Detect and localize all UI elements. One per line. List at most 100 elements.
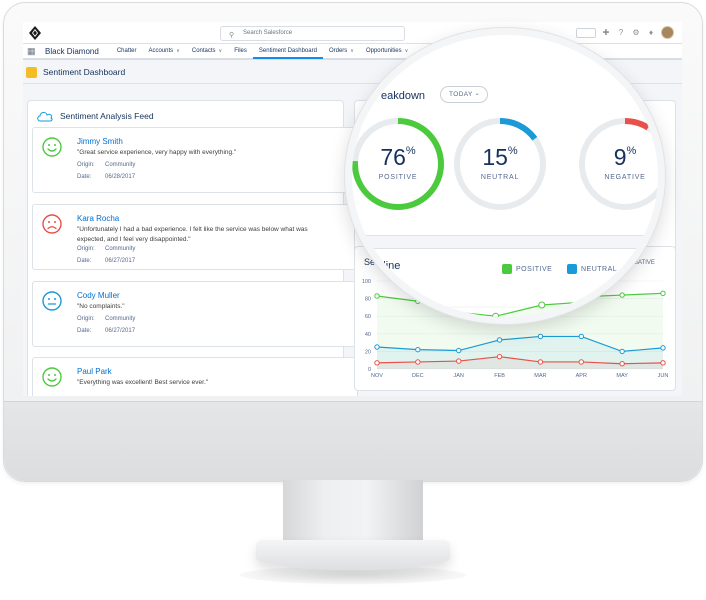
data-point[interactable] <box>456 358 462 364</box>
feed-item-quote: "Unfortunately I had a bad experience. I… <box>77 226 308 243</box>
gauge-unit: % <box>405 145 416 157</box>
feed-item[interactable]: Paul Park "Everything was excellent! Best… <box>32 357 358 396</box>
legend-item-negative: NEGATIVE <box>625 260 655 266</box>
nav-tab[interactable]: Contacts ∨ <box>186 43 228 59</box>
data-point[interactable] <box>660 345 666 351</box>
data-point[interactable] <box>496 337 503 343</box>
data-point[interactable] <box>374 360 380 366</box>
data-point[interactable] <box>374 293 380 299</box>
legend-item-positive: POSITIVE <box>502 264 552 274</box>
magnifier-lens: eakdown TODAY ⌄ 76% POSITIVE 15% NEUTRAL 9% N… <box>345 28 665 324</box>
help-icon[interactable]: ? <box>618 27 624 37</box>
nav-tab[interactable]: Files <box>228 43 253 59</box>
gauge-number: 9 <box>613 144 627 170</box>
legend-neutral-swatch <box>567 264 577 274</box>
feed-item-name[interactable]: Jimmy Smith <box>77 137 123 146</box>
positive-face-icon <box>42 367 62 387</box>
data-point[interactable] <box>630 295 638 303</box>
feed-item[interactable]: Cody Muller "No complaints." Origin: Commun… <box>32 281 358 347</box>
nav-tab[interactable]: Orders ∨ <box>323 43 360 59</box>
feed-item[interactable]: Jimmy Smith "Great service experience, ve… <box>32 127 358 193</box>
nav-tab[interactable]: Accounts ∨ <box>143 43 186 59</box>
chevron-down-icon[interactable]: ∨ <box>218 48 223 54</box>
feed-item[interactable]: Kara Rocha "Unfortunately I had a bad exp… <box>32 204 358 270</box>
chevron-down-icon[interactable]: ∨ <box>404 48 409 54</box>
date-label: Date: <box>77 258 92 264</box>
y-tick-label: 100 <box>362 279 371 285</box>
timeline-title: Se <box>364 257 376 267</box>
data-point[interactable] <box>496 353 503 360</box>
search-placeholder: Search Salesforce <box>243 30 293 36</box>
nav-tab[interactable]: Sentiment Dashboard <box>252 43 323 59</box>
gauge-number: 15 <box>482 144 508 170</box>
series-line-negative <box>376 356 664 365</box>
data-point[interactable] <box>537 359 544 365</box>
favorites-icon[interactable] <box>576 27 596 38</box>
timeline-title-magnified: meline <box>368 260 401 272</box>
data-point[interactable] <box>445 307 453 315</box>
feed-item-origin: Origin: Community <box>77 316 135 322</box>
data-point[interactable] <box>619 348 625 355</box>
x-tick-label: MAY <box>616 373 628 379</box>
avatar[interactable] <box>661 26 674 39</box>
legend-positive-swatch <box>502 264 512 274</box>
gauge-fill <box>352 118 444 210</box>
add-icon[interactable]: ✚ <box>602 27 610 37</box>
gauge-label: POSITIVE <box>378 174 418 181</box>
page-title: Sentiment Dashboard <box>43 67 126 77</box>
data-point[interactable] <box>353 296 361 304</box>
nav-tab[interactable]: Opportunities ∨ <box>360 43 414 59</box>
breakdown-title: eakdown <box>381 90 426 102</box>
date-value: 06/27/2017 <box>105 328 136 334</box>
feed-item-date: Date: 06/27/2017 <box>77 258 135 264</box>
data-point[interactable] <box>660 360 666 366</box>
gear-icon[interactable]: ⚙ <box>632 27 640 37</box>
global-search-input[interactable]: ⚲ Search Salesforce <box>220 26 405 41</box>
data-point[interactable] <box>399 306 407 314</box>
data-point[interactable] <box>415 346 421 353</box>
nav-tabs: Chatter Accounts ∨ Contacts ∨ Files Sentiment … <box>111 43 415 59</box>
app-launcher-icon[interactable]: ▦ <box>27 45 36 56</box>
chevron-down-icon[interactable]: ∨ <box>176 48 180 54</box>
gauge-unit: % <box>507 145 518 157</box>
origin-value: Community <box>105 316 136 322</box>
header-icons: ✚ ? ⚙ ♦ <box>576 26 674 39</box>
gauge-label: NEUTRAL <box>480 174 520 181</box>
data-point[interactable] <box>537 333 544 340</box>
data-point[interactable] <box>492 312 500 319</box>
nav-tab-label: Opportunities <box>365 48 402 54</box>
data-point[interactable] <box>619 292 625 298</box>
dashboard-icon <box>26 67 37 78</box>
series-area <box>357 296 658 317</box>
x-tick-label: NOV <box>371 373 383 379</box>
data-point[interactable] <box>538 301 546 309</box>
nav-tab[interactable]: Chatter <box>111 43 143 59</box>
feed-item-name[interactable]: Kara Rocha <box>77 214 120 223</box>
data-point[interactable] <box>415 359 421 365</box>
search-icon: ⚲ <box>229 32 235 39</box>
date-filter-dropdown[interactable]: TODAY ⌄ <box>440 86 488 103</box>
data-point[interactable] <box>456 347 462 354</box>
chevron-down-icon[interactable]: ∨ <box>350 48 354 54</box>
notifications-bell-icon[interactable]: ♦ <box>648 27 654 37</box>
diamond-logo-icon[interactable] <box>27 25 43 41</box>
feed-item-date: Date: 06/27/2017 <box>77 328 135 334</box>
series-line-neutral <box>376 335 664 353</box>
data-point[interactable] <box>660 290 666 297</box>
monitor-base <box>256 540 450 570</box>
feed-item-name[interactable]: Cody Muller <box>77 291 120 300</box>
data-point[interactable] <box>584 298 592 306</box>
chevron-down-icon: ⌄ <box>474 91 480 97</box>
monitor-chin <box>4 401 702 481</box>
feed-item-name[interactable]: Paul Park <box>77 367 112 376</box>
date-filter-value: TODAY <box>449 91 473 98</box>
gauge-ring <box>352 118 444 210</box>
data-point[interactable] <box>578 359 584 365</box>
data-point[interactable] <box>619 361 625 367</box>
y-tick-label: 40 <box>365 332 371 338</box>
date-label: Date: <box>77 328 92 334</box>
data-point[interactable] <box>374 344 380 350</box>
series-line-positive <box>356 296 658 317</box>
data-point[interactable] <box>578 333 584 340</box>
global-header: ⚲ Search Salesforce ✚ ? ⚙ ♦ <box>23 22 682 44</box>
